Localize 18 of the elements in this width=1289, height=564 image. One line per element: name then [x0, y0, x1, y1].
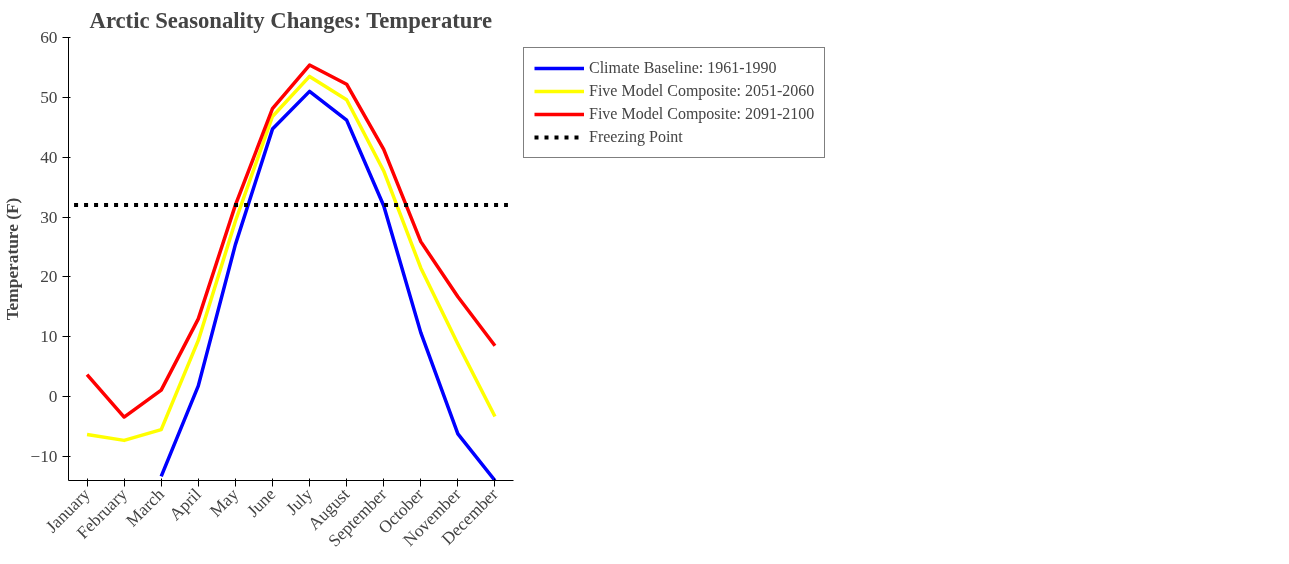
y-tick-label: 40	[40, 147, 58, 167]
x-tick-label: May	[206, 484, 243, 521]
legend-label: Five Model Composite: 2051-2060	[589, 82, 815, 100]
y-tick-label: 50	[40, 87, 58, 107]
y-tick-label: 30	[40, 207, 58, 227]
y-tick-label: 10	[40, 327, 58, 347]
y-tick-label: −10	[30, 447, 58, 467]
y-tick-label: 0	[48, 387, 58, 407]
x-tick-label: July	[282, 484, 317, 519]
y-tick-label: 20	[40, 267, 58, 287]
x-tick-label: June	[243, 484, 280, 521]
legend-label: Climate Baseline: 1961-1990	[589, 59, 777, 77]
chart-title: Arctic Seasonality Changes: Temperature	[89, 7, 493, 33]
y-axis-title: Temperature (F)	[3, 197, 23, 321]
legend-label: Freezing Point	[589, 128, 683, 146]
line-series	[159, 89, 497, 481]
legend-label: Five Model Composite: 2091-2100	[589, 105, 815, 123]
y-tick-label: 60	[40, 28, 58, 47]
